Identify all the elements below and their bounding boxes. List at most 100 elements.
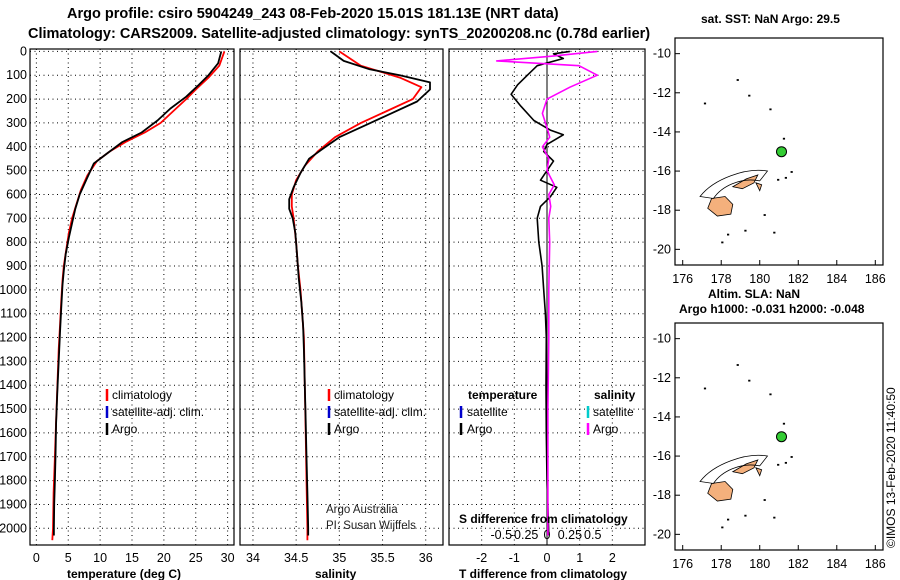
salinity-axis-label: salinity — [315, 567, 357, 580]
map-bottom-title-2: Argo h1000: -0.031 h2000: -0.048 — [679, 302, 865, 316]
s-difference-tick-label: 0.5 — [584, 528, 601, 542]
depth-tick-label: 800 — [6, 235, 27, 249]
map-lon-label: 180 — [749, 272, 770, 286]
small-island — [748, 379, 751, 382]
depth-tick-label: 500 — [6, 164, 27, 178]
depth-tick-label: 1800 — [0, 474, 27, 488]
map-lon-label: 178 — [711, 557, 732, 571]
map-lat-label: -12 — [653, 86, 671, 100]
t-difference-tick-label: 1 — [576, 551, 583, 565]
depth-tick-labels: 0 100 200 300 400 500 600 700 800 900 1000 1100 1200… — [0, 44, 27, 535]
depth-tick-label: 1400 — [0, 378, 27, 392]
temperature-tick-label: 5 — [65, 551, 72, 565]
depth-tick-label: 1700 — [0, 450, 27, 464]
map-lat-label: -14 — [653, 125, 671, 139]
small-island — [727, 518, 730, 521]
salinity-climatology-line — [290, 50, 423, 541]
map-lon-label: 186 — [865, 557, 886, 571]
small-island — [773, 231, 776, 234]
temperature-axis-label: temperature (deg C) — [67, 567, 181, 580]
t-difference-argo-line — [510, 50, 571, 536]
s-difference-tick-label: 0.25 — [558, 528, 582, 542]
grid-lines — [30, 49, 645, 545]
title-line-1: Argo profile: csiro 5904249_243 08-Feb-2… — [67, 6, 559, 22]
small-island — [727, 233, 730, 236]
depth-tick-label: 1900 — [0, 497, 27, 511]
map-lon-label: 184 — [826, 272, 847, 286]
depth-tick-label: 100 — [6, 68, 27, 82]
depth-tick-label: 200 — [6, 92, 27, 106]
small-island — [703, 387, 707, 390]
map-lon-label: 182 — [788, 557, 809, 571]
viti-levu-island — [707, 481, 734, 502]
credit-argo-australia: Argo Australia — [326, 504, 398, 516]
legend-t-satellite: satellite — [467, 405, 508, 419]
t-difference-axis-label: T difference from climatology — [459, 567, 627, 580]
map-lat-label: -14 — [653, 410, 671, 424]
small-island — [777, 178, 780, 181]
map-lat-label: -16 — [653, 164, 671, 178]
reef-outline — [699, 454, 769, 484]
small-island — [721, 241, 724, 244]
x-tick-labels: 0 5 10 15 20 25 30 34 34.5 35 35.5 36 -2 -1 0 1 2 -0.5-0.… — [33, 528, 616, 565]
map-lon-label: 176 — [672, 272, 693, 286]
legend-satellite: satellite-adj. clim. — [334, 405, 426, 419]
small-island — [790, 171, 793, 173]
salinity-tick-label: 34 — [246, 551, 260, 565]
legend-salinity-heading: salinity — [594, 388, 636, 402]
map-bottom-title-1: Altim. SLA: NaN — [708, 287, 800, 301]
temperature-tick-label: 20 — [157, 551, 171, 565]
s-difference-tick-label: -0.25 — [510, 528, 539, 542]
small-island — [736, 364, 739, 366]
salinity-argo-line — [288, 50, 431, 536]
legend-argo: Argo — [112, 422, 138, 436]
map-lat-label: -18 — [653, 203, 671, 217]
map-lat-label: -20 — [653, 527, 671, 541]
s-difference-axis-label: S difference from climatology — [459, 512, 628, 526]
temperature-tick-label: 25 — [189, 551, 203, 565]
map-bottom: -10 -12 -14 -16 -18 -20 176 178 180 182 184 186 — [653, 332, 886, 571]
temperature-tick-label: 30 — [221, 551, 235, 565]
depth-tick-label: 1300 — [0, 354, 27, 368]
reef-outline — [699, 169, 769, 199]
depth-tick-label: 900 — [6, 259, 27, 273]
legend-satellite: satellite-adj. clim. — [112, 405, 204, 419]
small-island — [782, 137, 786, 140]
small-island — [744, 229, 747, 232]
small-island — [736, 79, 739, 81]
small-island — [763, 499, 766, 501]
depth-tick-label: 0 — [20, 44, 27, 58]
small-island — [790, 456, 793, 458]
viti-levu-island — [707, 196, 734, 217]
depth-tick-label: 700 — [6, 211, 27, 225]
legend-t-argo: Argo — [467, 422, 493, 436]
depth-tick-label: 400 — [6, 140, 27, 154]
depth-tick-label: 1600 — [0, 426, 27, 440]
t-difference-tick-label: -1 — [509, 551, 520, 565]
map-lon-label: 184 — [826, 557, 847, 571]
small-island — [769, 393, 772, 396]
salinity-legend: climatology satellite-adj. clim. Argo Ar… — [326, 388, 426, 532]
taveuni-island — [755, 182, 763, 192]
map-lat-label: -10 — [653, 47, 671, 61]
title-line-2: Climatology: CARS2009. Satellite-adjuste… — [28, 26, 650, 42]
depth-tick-label: 2000 — [0, 521, 27, 535]
legend-argo: Argo — [334, 422, 360, 436]
salinity-panel — [239, 48, 444, 546]
map-lon-label: 186 — [865, 272, 886, 286]
small-island — [748, 94, 751, 97]
map-top-frame — [674, 37, 884, 266]
small-island — [784, 461, 787, 464]
t-difference-tick-label: 2 — [609, 551, 616, 565]
small-island — [703, 102, 707, 105]
temperature-tick-label: 15 — [125, 551, 139, 565]
temperature-tick-label: 10 — [93, 551, 107, 565]
t-difference-tick-label: 0 — [544, 551, 551, 565]
map-bottom-frame — [674, 322, 884, 551]
depth-tick-label: 1100 — [0, 307, 27, 321]
legend-s-satellite: satellite — [593, 405, 634, 419]
small-island — [769, 108, 772, 111]
temperature-climatology-line — [51, 51, 226, 541]
small-island — [721, 526, 724, 529]
